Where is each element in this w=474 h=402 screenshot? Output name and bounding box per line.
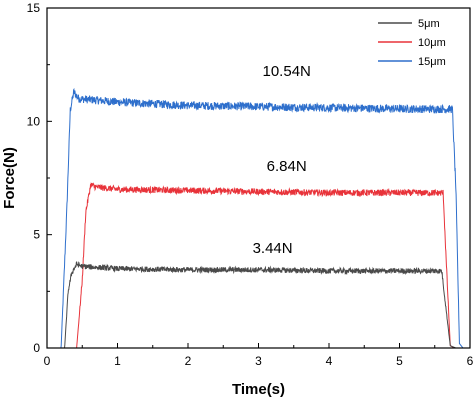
x-axis: 0 1 2 3 4 5 6 xyxy=(44,343,474,368)
y-tick-label: 5 xyxy=(33,228,40,242)
series-line-0 xyxy=(47,261,470,349)
annotations: 10.54N 6.84N 3.44N xyxy=(253,63,311,257)
series-line-1 xyxy=(47,182,470,349)
legend-label: 5μm xyxy=(418,18,440,30)
legend-label: 15μm xyxy=(418,56,446,68)
x-axis-title: Time(s) xyxy=(232,381,285,398)
plot-frame xyxy=(46,7,471,349)
value-annotation: 3.44N xyxy=(253,240,293,257)
plot-area xyxy=(47,87,470,349)
x-tick-label: 5 xyxy=(396,354,403,368)
legend: 5μm 10μm 15μm xyxy=(378,18,446,68)
x-tick-label: 3 xyxy=(255,354,262,368)
y-axis-title: Force(N) xyxy=(1,147,18,209)
value-annotation: 6.84N xyxy=(267,158,307,175)
y-axis: 0 5 10 15 xyxy=(27,1,52,355)
x-tick-label: 1 xyxy=(114,354,121,368)
x-tick-label: 0 xyxy=(44,354,51,368)
x-tick-label: 4 xyxy=(326,354,333,368)
legend-label: 10μm xyxy=(418,37,446,49)
x-tick-label: 2 xyxy=(185,354,192,368)
value-annotation: 10.54N xyxy=(263,63,311,80)
series-line-2 xyxy=(47,87,470,349)
x-tick-label: 6 xyxy=(467,354,474,368)
y-tick-label: 0 xyxy=(33,341,40,355)
y-tick-label: 10 xyxy=(27,114,41,128)
y-tick-label: 15 xyxy=(27,1,41,15)
